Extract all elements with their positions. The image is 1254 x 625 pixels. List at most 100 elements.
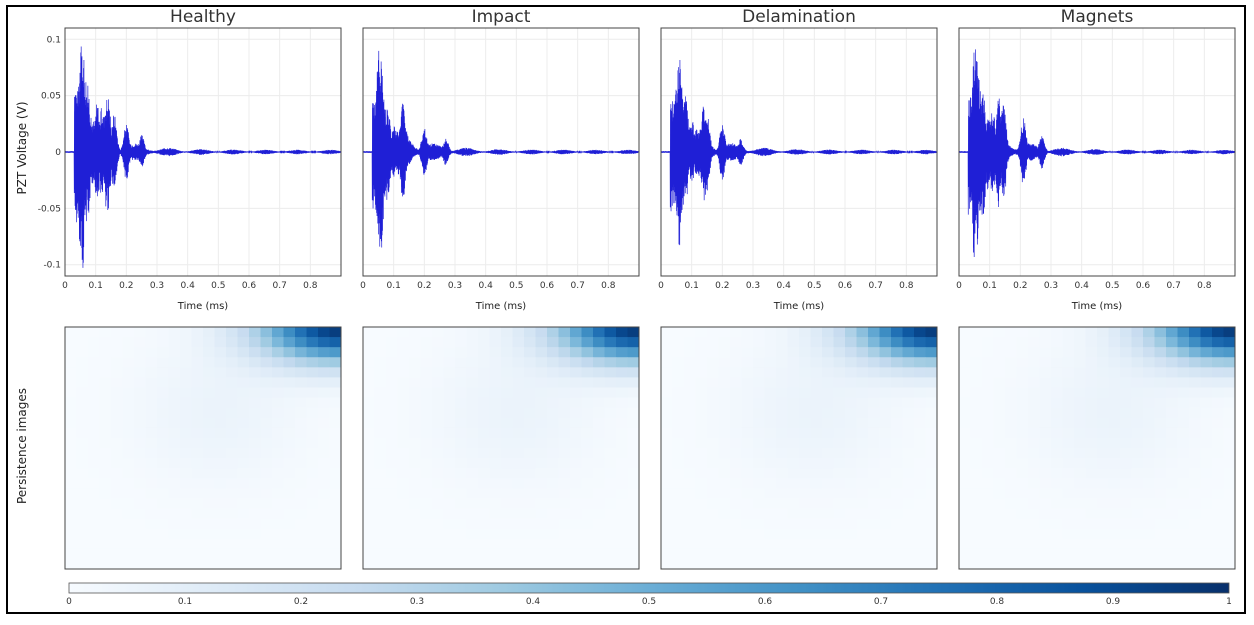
x-tick-label: 0.2	[1013, 281, 1027, 291]
heatmap-cell	[1039, 327, 1052, 338]
heatmap-cell	[168, 427, 181, 439]
heatmap-cell	[661, 397, 673, 409]
heatmap-cell	[512, 407, 525, 419]
heatmap-cell	[466, 478, 479, 489]
heatmap-cell	[570, 478, 582, 489]
heatmap-cell	[776, 548, 788, 560]
heatmap-cell	[959, 538, 971, 550]
heatmap-cell	[1154, 528, 1167, 540]
heatmap-cell	[76, 518, 89, 530]
heatmap-cell	[982, 478, 994, 489]
heatmap-cell	[616, 548, 628, 560]
heatmap-cell	[443, 468, 456, 479]
heatmap-cell	[741, 548, 754, 560]
heatmap-cell	[970, 367, 983, 378]
heatmap-cell	[1189, 387, 1201, 398]
heatmap-cell	[191, 397, 204, 409]
heatmap-cell	[970, 337, 983, 348]
heatmap-cell	[1108, 367, 1121, 378]
heatmap-cell	[501, 347, 513, 358]
heatmap-cell	[191, 468, 204, 479]
heatmap-cell	[1039, 407, 1052, 419]
heatmap-cell	[203, 468, 215, 479]
heatmap-cell	[99, 417, 112, 429]
heatmap-cell	[122, 427, 135, 439]
heatmap-cell	[501, 337, 513, 348]
heatmap-cell	[1108, 468, 1121, 479]
heatmap-cell	[753, 337, 765, 348]
heatmap-cell	[845, 407, 857, 419]
heatmap-cell	[409, 518, 421, 530]
heatmap-cell	[707, 377, 719, 388]
heatmap-cell	[409, 548, 421, 560]
heatmap-cell	[787, 558, 800, 570]
heatmap-cell	[970, 558, 983, 570]
heatmap-cell	[718, 347, 731, 358]
heatmap-cell	[329, 327, 342, 338]
heatmap-cell	[1131, 508, 1144, 519]
heatmap-cell	[741, 377, 754, 388]
heatmap-cell	[397, 407, 410, 419]
heatmap-cell	[891, 548, 903, 560]
heatmap-cell	[879, 558, 892, 570]
heatmap-cell	[306, 377, 319, 388]
heatmap-cell	[363, 558, 375, 570]
heatmap-cell	[111, 478, 123, 489]
heatmap-cell	[661, 347, 673, 358]
heatmap-cell	[1051, 327, 1063, 338]
heatmap-cell	[1223, 518, 1236, 530]
heatmap-cell	[1062, 448, 1075, 459]
heatmap-cell	[672, 538, 685, 550]
heatmap-cell	[249, 468, 261, 479]
heatmap-cell	[76, 558, 89, 570]
heatmap-frame	[362, 326, 640, 570]
heatmap-cell	[122, 407, 135, 419]
heatmap-cell	[99, 357, 112, 368]
heatmap-cell	[891, 458, 903, 469]
heatmap-cell	[1097, 558, 1109, 570]
heatmap-cell	[168, 508, 181, 519]
heatmap-cell	[1143, 327, 1155, 338]
colorbar-tick-label: 0.7	[874, 597, 888, 607]
heatmap-cell	[329, 387, 342, 398]
heatmap-cell	[684, 488, 696, 499]
heatmap-cell	[283, 528, 296, 540]
heatmap-cell	[604, 377, 617, 388]
heatmap-cell	[959, 407, 971, 419]
heatmap-cell	[432, 448, 444, 459]
heatmap-cell	[489, 347, 502, 358]
heatmap-cell	[993, 397, 1006, 409]
heatmap-cell	[604, 437, 617, 449]
heatmap-cell	[993, 437, 1006, 449]
x-axis-label: Time (ms)	[177, 301, 229, 312]
heatmap-cell	[111, 437, 123, 449]
heatmap-cell	[191, 488, 204, 499]
heatmap-cell	[616, 488, 628, 499]
heatmap-cell	[1074, 478, 1086, 489]
heatmap-cell	[810, 347, 823, 358]
heatmap-cell	[535, 518, 548, 530]
heatmap-cell	[272, 498, 284, 509]
heatmap-cell	[295, 327, 307, 338]
heatmap-cell	[180, 397, 192, 409]
heatmap-cell	[501, 528, 513, 540]
heatmap-cell	[672, 417, 685, 429]
heatmap-cell	[1005, 347, 1017, 358]
heatmap-cell	[891, 468, 903, 479]
y-tick-label: -0.05	[38, 204, 61, 214]
heatmap-cell	[718, 407, 731, 419]
heatmap-cell	[180, 417, 192, 429]
heatmap-cell	[455, 488, 467, 499]
heatmap-cell	[593, 337, 605, 348]
heatmap-cell	[627, 437, 640, 449]
heatmap-cell	[1212, 518, 1224, 530]
heatmap-cell	[260, 377, 273, 388]
heatmap-cell	[718, 337, 731, 348]
heatmap-cell	[914, 538, 926, 550]
heatmap-cell	[1154, 518, 1167, 530]
heatmap-cell	[168, 357, 181, 368]
heatmap-cell	[1097, 347, 1109, 358]
heatmap-cell	[501, 427, 513, 439]
heatmap-cell	[99, 387, 112, 398]
